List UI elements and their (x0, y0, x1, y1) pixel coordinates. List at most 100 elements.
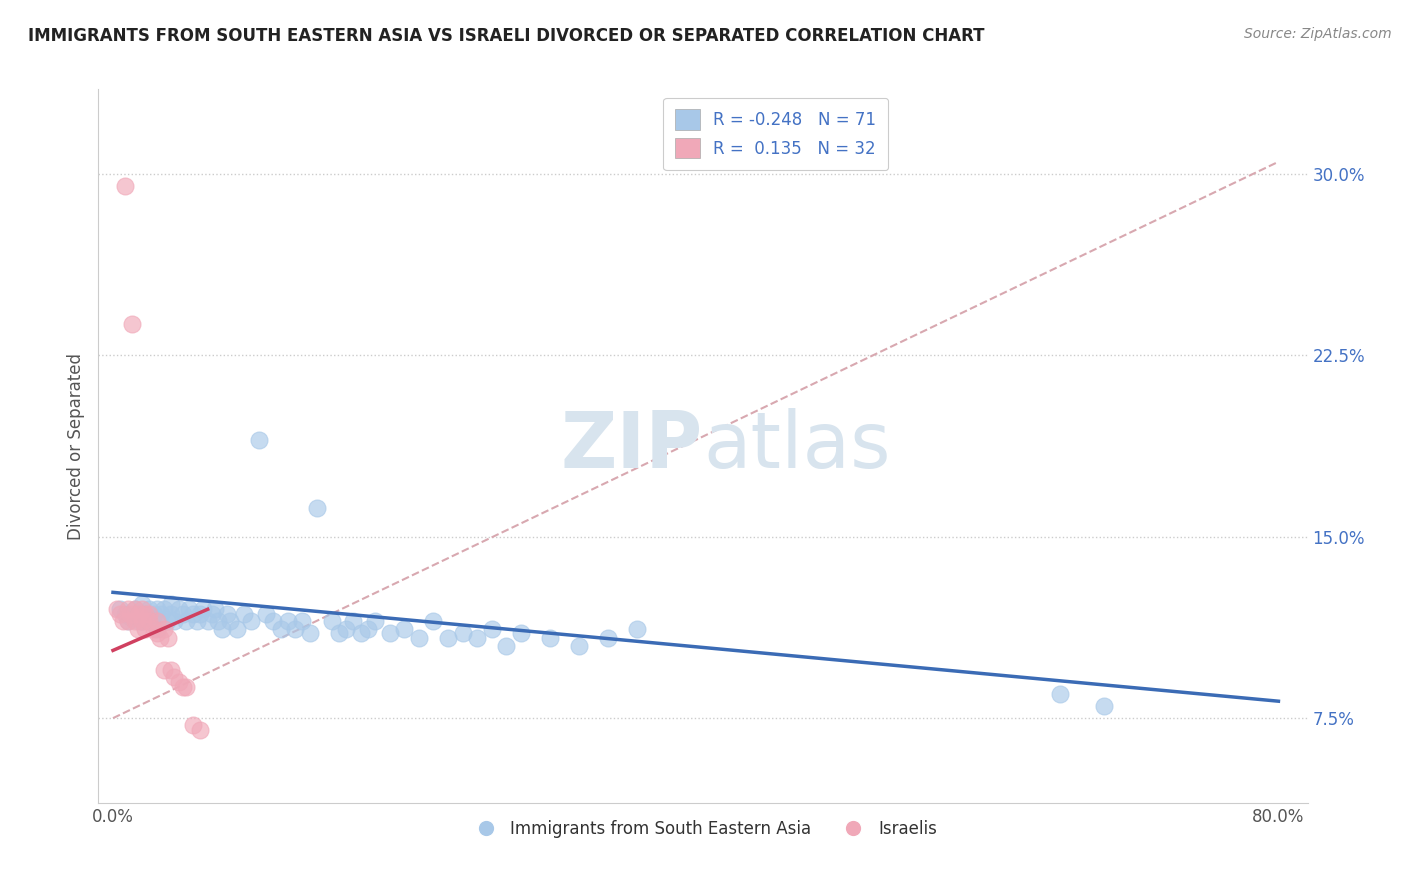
Point (186, 615, 208, 629)
Point (342, 615, 364, 629)
Point (201, 607, 224, 621)
Point (284, 622, 307, 636)
Point (128, 615, 150, 629)
Point (110, 607, 132, 621)
Point (172, 607, 194, 621)
Point (112, 615, 135, 629)
Text: atlas: atlas (703, 408, 890, 484)
Point (509, 626, 531, 640)
Point (538, 632, 561, 646)
Point (626, 622, 648, 636)
Point (153, 622, 176, 636)
Point (350, 626, 373, 640)
Point (114, 178, 136, 193)
Point (127, 607, 149, 621)
Point (142, 607, 165, 621)
Point (138, 602, 160, 616)
Point (262, 615, 284, 629)
Legend: Immigrants from South Eastern Asia, Israelis: Immigrants from South Eastern Asia, Isra… (463, 814, 943, 845)
Point (408, 632, 430, 646)
Point (120, 607, 142, 621)
Point (163, 615, 186, 629)
Point (138, 607, 160, 621)
Point (110, 602, 132, 616)
Point (495, 639, 517, 653)
Point (270, 622, 292, 636)
Point (153, 663, 176, 677)
Point (160, 663, 183, 677)
Point (247, 433, 270, 447)
Point (172, 680, 194, 694)
Point (150, 607, 173, 621)
Point (160, 607, 183, 621)
Point (145, 615, 167, 629)
Point (134, 607, 156, 621)
Point (117, 615, 139, 629)
Point (131, 615, 153, 629)
Point (149, 632, 172, 646)
Point (190, 607, 212, 621)
Point (328, 626, 350, 640)
Point (142, 622, 165, 636)
Point (568, 639, 591, 653)
Point (134, 622, 156, 636)
Point (105, 602, 128, 616)
Point (233, 607, 256, 621)
Point (124, 602, 146, 616)
Point (215, 607, 238, 621)
Point (378, 626, 401, 640)
Point (598, 632, 620, 646)
Point (167, 602, 190, 616)
Point (157, 632, 180, 646)
Point (1092, 699, 1115, 714)
Point (254, 607, 277, 621)
Point (190, 723, 212, 738)
Point (298, 626, 321, 640)
Point (131, 598, 153, 612)
Point (145, 622, 167, 636)
Point (156, 615, 179, 629)
Point (240, 615, 263, 629)
Point (117, 615, 139, 629)
Point (437, 632, 460, 646)
Point (177, 602, 200, 616)
Point (121, 317, 143, 331)
Point (174, 680, 197, 694)
Point (145, 602, 167, 616)
Y-axis label: Divorced or Separated: Divorced or Separated (66, 352, 84, 540)
Point (174, 615, 197, 629)
Point (138, 615, 160, 629)
Point (124, 615, 146, 629)
Point (364, 615, 387, 629)
Point (197, 615, 219, 629)
Text: ZIP: ZIP (561, 408, 703, 484)
Point (204, 602, 226, 616)
Point (128, 607, 150, 621)
Point (394, 622, 416, 636)
Point (114, 607, 136, 621)
Point (120, 609, 142, 624)
Point (163, 670, 186, 684)
Point (225, 622, 247, 636)
Point (211, 622, 233, 636)
Point (1049, 687, 1071, 701)
Text: Source: ZipAtlas.com: Source: ZipAtlas.com (1244, 27, 1392, 41)
Point (207, 615, 229, 629)
Point (335, 622, 357, 636)
Point (153, 602, 176, 616)
Point (357, 622, 380, 636)
Point (145, 626, 167, 640)
Point (131, 615, 153, 629)
Point (134, 607, 156, 621)
Point (124, 602, 146, 616)
Point (422, 615, 444, 629)
Point (305, 500, 328, 515)
Point (451, 626, 474, 640)
Point (181, 607, 204, 621)
Point (481, 622, 503, 636)
Point (291, 615, 314, 629)
Point (181, 718, 204, 732)
Text: IMMIGRANTS FROM SOUTH EASTERN ASIA VS ISRAELI DIVORCED OR SEPARATED CORRELATION : IMMIGRANTS FROM SOUTH EASTERN ASIA VS IS… (28, 27, 984, 45)
Point (127, 622, 149, 636)
Point (465, 632, 488, 646)
